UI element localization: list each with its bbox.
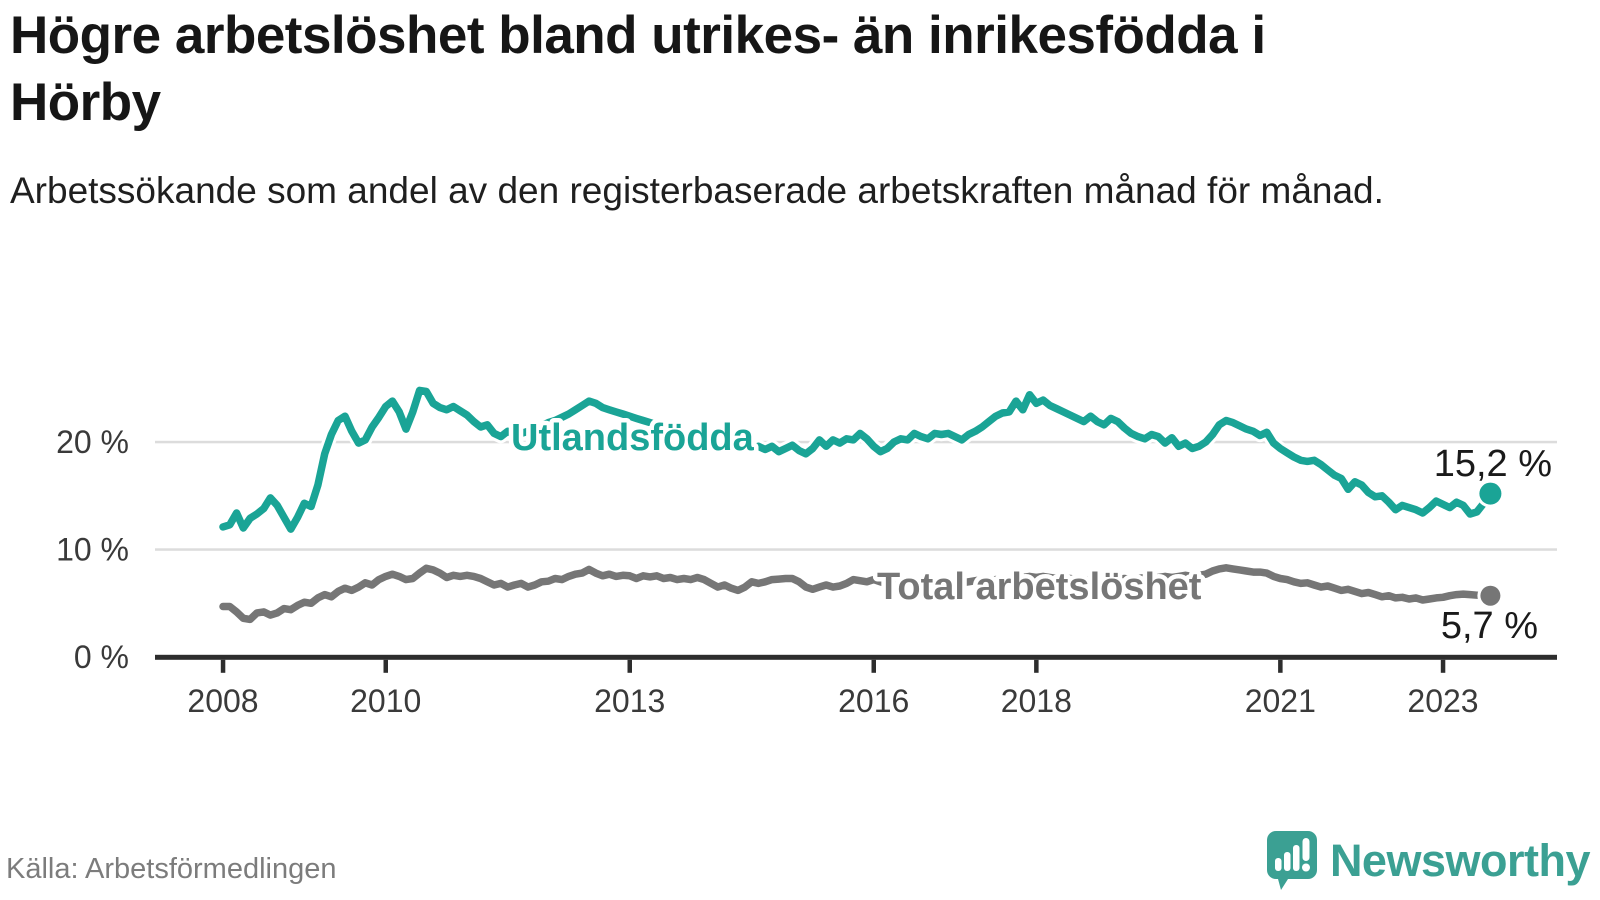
x-tick-2021 [1278,659,1283,673]
y-tick-label-20: 20 % [56,424,129,460]
x-tick-2010 [383,659,388,673]
page-title: Högre arbetslöshet bland utrikes- än inr… [10,6,1266,133]
logo-exclamation-dot [1301,863,1310,872]
newsworthy-brand: Newsworthy [1266,830,1591,892]
series-line-1 [219,564,1495,624]
logo-bar-1 [1274,858,1282,871]
logo-bar-3 [1292,845,1300,871]
brand-name: Newsworthy [1329,835,1591,886]
series-label-total: Total arbetslöshet [877,566,1202,608]
end-value-utlandsfodda: 15,2 % [1434,443,1552,485]
x-tick-2008 [220,659,226,673]
x-tick-2013 [627,659,632,673]
x-tick-label-2008: 2008 [187,683,258,719]
end-value-total: 5,7 % [1441,605,1538,647]
gridline-10 [155,548,1557,551]
x-tick-label-2016: 2016 [838,683,909,719]
x-tick-label-2018: 2018 [1001,683,1072,719]
y-axis-ticks: 0 % 10 % 20 % [56,424,129,675]
data-series [216,383,1505,627]
logo-bar-2 [1283,852,1291,871]
newsworthy-logo-icon [1266,831,1317,890]
x-tick-label-2010: 2010 [350,683,421,719]
x-axis-ticks: 2008 2010 2013 2016 2018 2021 2023 [187,659,1479,719]
end-dot-1 [1480,585,1501,606]
x-axis-line [155,654,1557,660]
source-note: Källa: Arbetsförmedlingen [6,853,337,885]
chart-footer: Källa: Arbetsförmedlingen Newsworthy [0,828,1600,900]
x-tick-2016 [871,659,876,673]
page-subtitle: Arbetssökande som andel av den registerb… [10,169,1384,211]
y-tick-label-10: 10 % [56,532,129,568]
end-dot-0 [1479,482,1502,505]
x-tick-label-2023: 2023 [1407,683,1478,719]
x-tick-label-2021: 2021 [1245,683,1316,719]
logo-exclamation-bar [1302,838,1310,861]
x-tick-2018 [1034,659,1039,673]
series-label-utlandsfodda: Utlandsfödda [511,417,755,459]
x-tick-2023 [1440,659,1446,673]
chart-header: Högre arbetslöshet bland utrikes- än inr… [10,2,1384,215]
x-tick-label-2013: 2013 [594,683,665,719]
y-tick-label-0: 0 % [74,639,129,675]
series-line-0 [219,386,1495,533]
